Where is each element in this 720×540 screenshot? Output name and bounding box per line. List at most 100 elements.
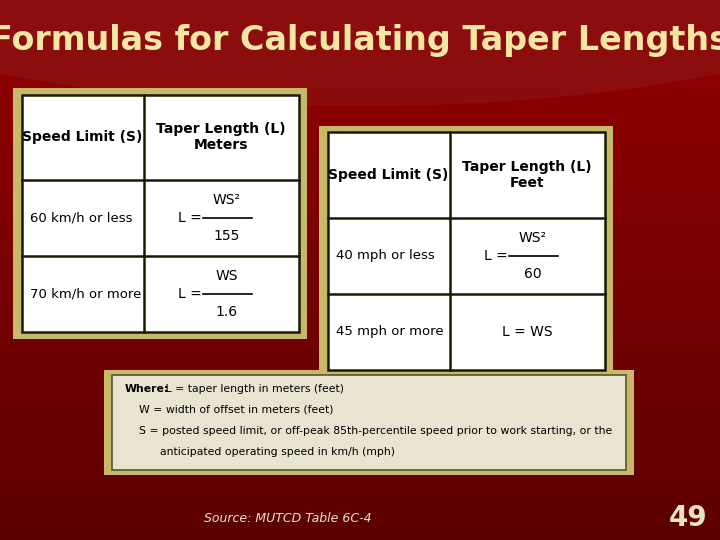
Bar xyxy=(0,435,720,437)
Bar xyxy=(0,451,720,454)
Bar xyxy=(0,70,720,73)
Bar xyxy=(0,489,720,491)
Bar xyxy=(0,148,720,151)
Text: 40 mph or less: 40 mph or less xyxy=(336,249,435,262)
Bar xyxy=(0,467,720,470)
Bar xyxy=(0,140,720,143)
Bar xyxy=(0,189,720,192)
Text: Where:: Where: xyxy=(125,384,169,394)
Bar xyxy=(0,329,720,332)
Bar xyxy=(0,240,720,243)
Bar xyxy=(0,359,720,362)
Bar xyxy=(0,351,720,354)
Bar xyxy=(0,143,720,146)
Bar xyxy=(0,51,720,54)
Bar xyxy=(0,375,720,378)
Bar xyxy=(0,89,720,92)
Bar xyxy=(0,524,720,526)
Bar xyxy=(0,162,720,165)
Bar xyxy=(0,397,720,400)
Bar xyxy=(0,100,720,103)
Text: L =: L = xyxy=(484,249,512,263)
Bar xyxy=(0,491,720,494)
Text: 155: 155 xyxy=(214,229,240,243)
Bar xyxy=(0,378,720,381)
Bar xyxy=(0,68,720,70)
Bar xyxy=(0,227,720,229)
Bar xyxy=(0,224,720,227)
Bar xyxy=(0,103,720,105)
Bar xyxy=(0,440,720,443)
Text: L =: L = xyxy=(178,287,206,301)
Bar xyxy=(0,167,720,170)
Bar xyxy=(0,367,720,370)
Bar xyxy=(0,308,720,310)
Bar xyxy=(0,470,720,472)
Bar xyxy=(0,11,720,14)
Bar xyxy=(0,81,720,84)
Bar xyxy=(0,32,720,35)
Bar xyxy=(0,232,720,235)
Bar xyxy=(0,354,720,356)
Bar xyxy=(0,138,720,140)
Bar xyxy=(0,16,720,19)
Bar xyxy=(0,300,720,302)
Bar xyxy=(0,459,720,462)
Bar xyxy=(0,130,720,132)
Bar xyxy=(0,316,720,319)
Bar xyxy=(0,302,720,305)
Bar xyxy=(0,124,720,127)
Bar xyxy=(0,370,720,373)
Bar xyxy=(0,464,720,467)
Bar xyxy=(0,262,720,265)
Bar xyxy=(0,254,720,256)
Bar xyxy=(0,324,720,327)
Bar xyxy=(0,313,720,316)
Text: WS²: WS² xyxy=(519,231,547,245)
Bar xyxy=(0,472,720,475)
Text: WS²: WS² xyxy=(213,193,241,207)
Bar xyxy=(0,529,720,532)
Bar xyxy=(0,184,720,186)
Bar xyxy=(0,332,720,335)
Bar xyxy=(0,532,720,535)
Bar xyxy=(0,481,720,483)
Bar xyxy=(0,505,720,508)
Bar xyxy=(0,186,720,189)
Bar xyxy=(0,427,720,429)
Text: Taper Length (L)
Feet: Taper Length (L) Feet xyxy=(462,160,592,190)
Bar xyxy=(0,362,720,364)
Bar xyxy=(0,238,720,240)
Bar xyxy=(0,248,720,251)
Text: S = posted speed limit, or off-peak 85th-percentile speed prior to work starting: S = posted speed limit, or off-peak 85th… xyxy=(125,426,612,436)
Text: W = width of offset in meters (feet): W = width of offset in meters (feet) xyxy=(125,405,333,415)
Bar xyxy=(0,84,720,86)
Text: Source: MUTCD Table 6C-4: Source: MUTCD Table 6C-4 xyxy=(204,512,372,525)
Bar xyxy=(0,0,720,3)
Bar xyxy=(0,197,720,200)
Bar xyxy=(0,122,720,124)
Bar xyxy=(0,97,720,100)
FancyBboxPatch shape xyxy=(319,126,613,376)
Bar xyxy=(0,235,720,238)
Bar xyxy=(0,327,720,329)
Bar xyxy=(0,405,720,408)
Bar xyxy=(0,394,720,397)
Text: 45 mph or more: 45 mph or more xyxy=(336,326,444,339)
Bar xyxy=(0,416,720,418)
Bar xyxy=(0,165,720,167)
Text: L = WS: L = WS xyxy=(502,325,552,339)
Bar xyxy=(0,386,720,389)
Bar xyxy=(0,275,720,278)
Bar xyxy=(0,59,720,62)
Bar xyxy=(0,105,720,108)
Bar xyxy=(0,65,720,68)
Bar xyxy=(0,297,720,300)
Bar xyxy=(0,319,720,321)
Bar xyxy=(0,146,720,148)
Bar xyxy=(0,27,720,30)
Bar xyxy=(0,400,720,402)
Bar xyxy=(0,278,720,281)
Bar xyxy=(0,49,720,51)
FancyBboxPatch shape xyxy=(112,375,626,470)
